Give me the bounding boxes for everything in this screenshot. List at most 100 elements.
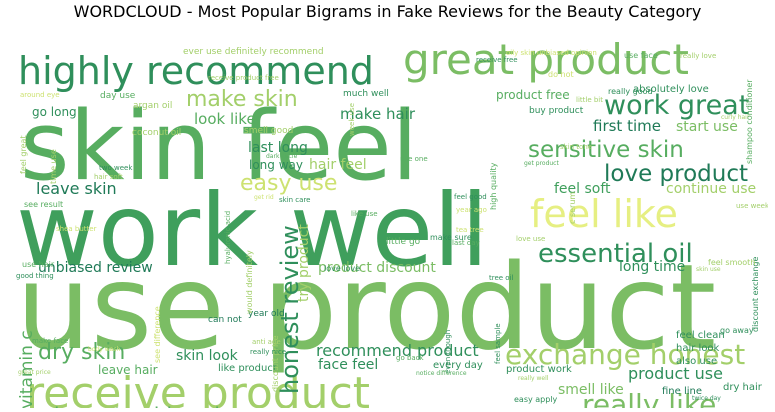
word-every-day: every day <box>433 360 483 371</box>
word-great-price: great price <box>18 369 51 376</box>
word-hyaluronic-acid: hyaluronic acid <box>224 211 232 264</box>
word-year-ago: year ago <box>456 206 487 214</box>
word-little-bit: little bit <box>576 96 603 104</box>
word-face-feel: face feel <box>318 357 378 373</box>
word-product-work: product work <box>506 364 572 375</box>
word-shampoo-conditioner: shampoo conditioner <box>745 79 754 164</box>
word-long-time: long time <box>619 259 685 275</box>
word-dark-circle: dark circle <box>266 153 298 160</box>
word-buy-product: buy product <box>529 106 584 116</box>
word-first-time: first time <box>593 117 661 135</box>
word-honest-unbiased: honest unbiased <box>54 403 220 408</box>
word-essential-oil: essential oil <box>538 239 693 269</box>
word-product-use: product use <box>628 364 723 383</box>
word-skin-look: skin look <box>176 348 239 364</box>
word-time-use: time use <box>49 149 58 184</box>
word-like-use: like use <box>351 210 378 218</box>
word-c-serum: c serum <box>568 192 577 224</box>
word-argan-oil: argan oil <box>133 101 172 111</box>
word-twice-day: twice day <box>692 395 721 402</box>
word-really-like: really like <box>582 388 716 408</box>
word-vitamin-c: vitamin c <box>17 330 37 408</box>
word-make-sure: make sure <box>430 233 472 242</box>
word-work-great: work great <box>604 90 749 121</box>
word-hair-soft: hair soft <box>94 173 123 181</box>
word-good-thing: good thing <box>16 272 54 280</box>
word-get-product: get product <box>524 160 559 167</box>
word-get-rid: get rid <box>254 194 274 201</box>
word-love-use: love use <box>516 235 545 243</box>
word-dry-hair: dry hair <box>723 382 763 393</box>
word-skin-feel: skin feel <box>20 92 418 202</box>
word-around-eye: around eye <box>20 91 60 99</box>
word-skin-tone: skin tone <box>560 143 592 151</box>
word-really-nice: really nice <box>250 348 286 356</box>
word-leave-skin: leave skin <box>36 179 117 198</box>
word-sensitive-skin: sensitive skin <box>528 137 684 163</box>
word-day-use: day use <box>100 91 136 101</box>
word-feel-sample: feel sample <box>494 323 502 364</box>
word-curly-hair: curly hair <box>721 114 750 121</box>
word-leave-hair: leave hair <box>98 363 158 377</box>
word-love-love: love love <box>324 264 360 273</box>
word-dry-skin: dry skin <box>38 340 125 365</box>
word-coconut-oil: coconut oil <box>132 128 181 138</box>
word-hair-look: hair look <box>676 343 720 354</box>
word-oily-skin-unbiased-opinion: oily skin unbiased opinion <box>506 49 597 57</box>
word-smell-like: smell like <box>558 382 624 398</box>
word-week-use: week use <box>348 103 356 136</box>
word-look-like: look like <box>194 110 256 128</box>
word-do-not: do not <box>548 70 574 79</box>
word-absolutely-love: absolutely love <box>633 84 709 95</box>
word-two-week: two week <box>99 164 133 172</box>
word-also-use: also use <box>676 356 717 367</box>
word-hair-feel: hair feel <box>309 157 367 173</box>
word-high-quality: high quality <box>489 162 498 210</box>
word-easy-use: easy use <box>240 171 337 196</box>
word-last-day: last day <box>452 239 480 247</box>
word-really-well: really well <box>518 375 549 382</box>
word-skin-care: skin care <box>279 196 310 204</box>
word-use-face: use face <box>624 51 658 60</box>
word-feel-clean: feel clean <box>676 330 725 341</box>
word-tree-oil: tree oil <box>489 274 514 282</box>
word-product-free: product free <box>496 88 570 102</box>
word-go-back: go back <box>396 354 425 362</box>
word-notice-difference: notice difference <box>416 370 467 377</box>
word-even-though: even though <box>444 330 452 374</box>
word-make-hair: make hair <box>340 105 416 123</box>
word-start-use: start use <box>676 119 738 135</box>
word-much-well: much well <box>343 89 389 99</box>
word-ever-use-definitely-recommend: ever use definitely recommend <box>183 47 324 57</box>
word-last-long: last long <box>248 140 308 156</box>
word-discount-exchange: discount exchange <box>751 257 760 332</box>
word-feel-like: feel like <box>530 192 678 236</box>
word-shea-butter: shea butter <box>56 225 97 233</box>
word-little-go: little go <box>386 237 421 247</box>
word-body-wash: body wash <box>88 346 120 353</box>
word-continue-use: continue use <box>666 181 756 197</box>
word-year-old: year old <box>248 309 285 319</box>
word-go-long: go long <box>32 105 77 119</box>
word-work-well: work well <box>16 172 489 289</box>
word-product-discount: product discount <box>318 260 436 276</box>
word-make-face: make face <box>32 337 68 345</box>
word-see-result: see result <box>24 200 63 209</box>
word-can-not: can not <box>208 315 242 325</box>
word-receive-product-free: receive product free <box>208 74 279 82</box>
word-great-product: great product <box>403 35 689 84</box>
word-use-product: use product <box>16 238 716 376</box>
word-honest-review: honest review <box>276 225 304 394</box>
word-use-week: use week <box>736 202 768 210</box>
word-make-skin: make skin <box>186 87 298 112</box>
word-feel-soft: feel soft <box>554 181 611 197</box>
word-fine-line: fine line <box>662 386 702 397</box>
word-really-good: really good <box>608 87 653 96</box>
word-use-one: use one <box>400 155 428 163</box>
word-like-product: like product <box>218 363 277 374</box>
word-smell-good: smell good <box>244 126 293 136</box>
word-feel-smooth: feel smooth <box>708 258 755 267</box>
word-skin-use: skin use <box>696 266 721 273</box>
word-try-product: try product <box>296 224 312 302</box>
